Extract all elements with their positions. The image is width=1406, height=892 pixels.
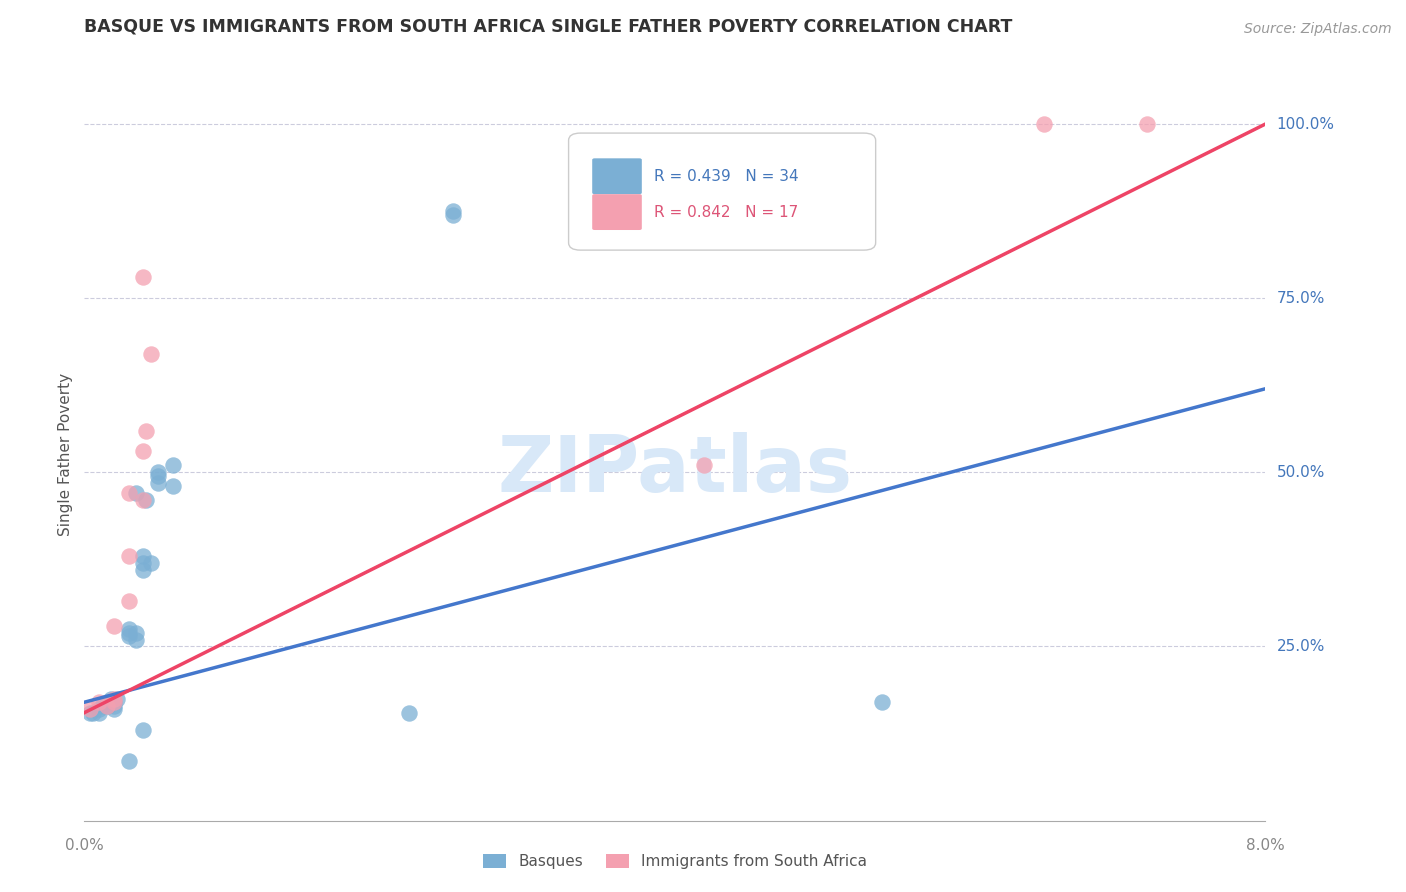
Point bbox=[125, 486, 148, 500]
Text: 50.0%: 50.0% bbox=[1277, 465, 1324, 480]
Point bbox=[105, 691, 128, 706]
Point bbox=[139, 347, 162, 361]
Point bbox=[79, 702, 101, 716]
Point bbox=[103, 691, 125, 706]
Point bbox=[1136, 117, 1159, 131]
Point bbox=[96, 698, 118, 713]
Point bbox=[132, 444, 155, 458]
Point bbox=[139, 556, 162, 570]
Text: R = 0.439   N = 34: R = 0.439 N = 34 bbox=[654, 169, 799, 184]
Text: 8.0%: 8.0% bbox=[1246, 838, 1285, 853]
Point bbox=[398, 706, 420, 720]
Point bbox=[118, 755, 141, 769]
Point bbox=[132, 493, 155, 508]
Text: 0.0%: 0.0% bbox=[65, 838, 104, 853]
Point bbox=[132, 563, 155, 577]
Point bbox=[135, 493, 157, 508]
Point bbox=[132, 270, 155, 285]
Point bbox=[1032, 117, 1054, 131]
Text: BASQUE VS IMMIGRANTS FROM SOUTH AFRICA SINGLE FATHER POVERTY CORRELATION CHART: BASQUE VS IMMIGRANTS FROM SOUTH AFRICA S… bbox=[84, 18, 1012, 36]
Point bbox=[79, 706, 101, 720]
Point bbox=[118, 594, 141, 608]
Text: 100.0%: 100.0% bbox=[1277, 117, 1334, 131]
Point bbox=[443, 204, 465, 219]
Point bbox=[96, 695, 118, 709]
Text: Source: ZipAtlas.com: Source: ZipAtlas.com bbox=[1244, 21, 1392, 36]
Point bbox=[118, 625, 141, 640]
Point bbox=[82, 706, 104, 720]
Point bbox=[103, 698, 125, 713]
Point bbox=[118, 622, 141, 636]
Point bbox=[162, 479, 184, 493]
Point bbox=[118, 629, 141, 643]
Point bbox=[87, 695, 111, 709]
Point bbox=[97, 698, 120, 713]
Point bbox=[162, 458, 184, 473]
Point bbox=[870, 695, 893, 709]
Text: 25.0%: 25.0% bbox=[1277, 639, 1324, 654]
Point bbox=[132, 723, 155, 737]
Point bbox=[100, 691, 122, 706]
FancyBboxPatch shape bbox=[592, 158, 641, 194]
FancyBboxPatch shape bbox=[592, 194, 641, 230]
Point bbox=[148, 475, 170, 490]
Point bbox=[91, 698, 114, 713]
Text: ZIPatlas: ZIPatlas bbox=[498, 432, 852, 508]
Point bbox=[135, 424, 157, 438]
Y-axis label: Single Father Poverty: Single Father Poverty bbox=[58, 374, 73, 536]
Point bbox=[132, 549, 155, 563]
Point bbox=[125, 632, 148, 647]
Point bbox=[148, 466, 170, 480]
Point bbox=[103, 695, 125, 709]
Text: R = 0.842   N = 17: R = 0.842 N = 17 bbox=[654, 204, 797, 219]
Legend: Basques, Immigrants from South Africa: Basques, Immigrants from South Africa bbox=[477, 848, 873, 875]
Point bbox=[103, 702, 125, 716]
Point bbox=[118, 486, 141, 500]
Point bbox=[132, 556, 155, 570]
Point bbox=[125, 625, 148, 640]
FancyBboxPatch shape bbox=[568, 133, 876, 250]
Point bbox=[148, 468, 170, 483]
Point bbox=[103, 618, 125, 632]
Point bbox=[693, 458, 716, 473]
Point bbox=[443, 208, 465, 222]
Point bbox=[103, 695, 125, 709]
Point bbox=[87, 706, 111, 720]
Text: 75.0%: 75.0% bbox=[1277, 291, 1324, 306]
Point bbox=[87, 702, 111, 716]
Point bbox=[118, 549, 141, 563]
